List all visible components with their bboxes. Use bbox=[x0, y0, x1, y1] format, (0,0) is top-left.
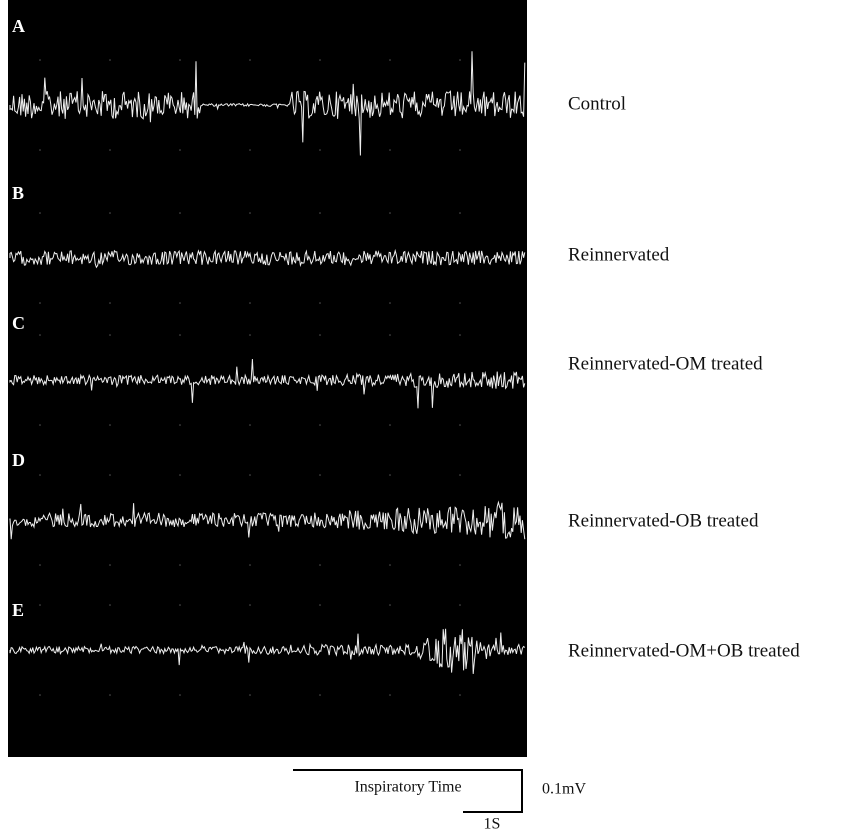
grid-dot bbox=[459, 212, 461, 214]
grid-dot bbox=[109, 604, 111, 606]
grid-dot bbox=[319, 212, 321, 214]
panel-letter: B bbox=[12, 183, 24, 203]
grid-dot bbox=[459, 694, 461, 696]
grid-dot bbox=[39, 59, 41, 61]
time-label: Inspiratory Time bbox=[354, 779, 461, 796]
panel-label: Reinnervated-OB treated bbox=[568, 510, 759, 531]
grid-dot bbox=[249, 694, 251, 696]
grid-dot bbox=[109, 212, 111, 214]
grid-dot bbox=[319, 149, 321, 151]
grid-dot bbox=[389, 212, 391, 214]
panel-letter: D bbox=[12, 450, 25, 470]
grid-dot bbox=[319, 59, 321, 61]
grid-dot bbox=[109, 474, 111, 476]
panel-label: Control bbox=[568, 93, 626, 114]
grid-dot bbox=[39, 149, 41, 151]
panel-label: Reinnervated bbox=[568, 244, 670, 265]
grid-dot bbox=[249, 149, 251, 151]
grid-dot bbox=[249, 474, 251, 476]
grid-dot bbox=[109, 59, 111, 61]
grid-dot bbox=[39, 694, 41, 696]
grid-dot bbox=[179, 59, 181, 61]
grid-dot bbox=[109, 334, 111, 336]
grid-dot bbox=[459, 334, 461, 336]
grid-dot bbox=[389, 424, 391, 426]
grid-dot bbox=[459, 302, 461, 304]
grid-dot bbox=[39, 604, 41, 606]
grid-dot bbox=[459, 59, 461, 61]
grid-dot bbox=[109, 694, 111, 696]
grid-dot bbox=[249, 334, 251, 336]
grid-dot bbox=[179, 334, 181, 336]
grid-dot bbox=[389, 564, 391, 566]
grid-dot bbox=[249, 212, 251, 214]
grid-dot bbox=[319, 564, 321, 566]
grid-dot bbox=[39, 334, 41, 336]
grid-dot bbox=[179, 149, 181, 151]
grid-dot bbox=[109, 302, 111, 304]
grid-dot bbox=[459, 149, 461, 151]
grid-dot bbox=[249, 302, 251, 304]
grid-dot bbox=[319, 604, 321, 606]
grid-dot bbox=[389, 149, 391, 151]
page: {"panels": [ {"letter": "A", "label": "C… bbox=[0, 0, 861, 833]
grid-dot bbox=[39, 212, 41, 214]
panel-label: Reinnervated-OM treated bbox=[568, 353, 763, 374]
grid-dot bbox=[39, 474, 41, 476]
panel-label: Reinnervated-OM+OB treated bbox=[568, 640, 800, 661]
grid-dot bbox=[109, 564, 111, 566]
grid-dot bbox=[179, 694, 181, 696]
panel-letter: E bbox=[12, 600, 24, 620]
grid-dot bbox=[459, 424, 461, 426]
grid-dot bbox=[179, 302, 181, 304]
grid-dot bbox=[179, 604, 181, 606]
grid-dot bbox=[319, 334, 321, 336]
grid-dot bbox=[109, 424, 111, 426]
grid-dot bbox=[39, 564, 41, 566]
panel-letter: A bbox=[12, 16, 25, 36]
grid-dot bbox=[389, 694, 391, 696]
grid-dot bbox=[39, 424, 41, 426]
grid-dot bbox=[319, 474, 321, 476]
grid-dot bbox=[39, 302, 41, 304]
grid-dot bbox=[249, 604, 251, 606]
grid-dot bbox=[389, 334, 391, 336]
grid-dot bbox=[179, 474, 181, 476]
figure: Inspiratory Time 0.1mV 1S A Control B Reinn… bbox=[0, 0, 861, 833]
grid-dot bbox=[389, 59, 391, 61]
grid-dot bbox=[389, 474, 391, 476]
panel-letter: C bbox=[12, 313, 25, 333]
grid-dot bbox=[179, 212, 181, 214]
grid-dot bbox=[459, 604, 461, 606]
grid-dot bbox=[319, 424, 321, 426]
grid-dot bbox=[179, 424, 181, 426]
grid-dot bbox=[389, 302, 391, 304]
grid-dot bbox=[179, 564, 181, 566]
grid-dot bbox=[319, 302, 321, 304]
grid-dot bbox=[249, 564, 251, 566]
grid-dot bbox=[109, 149, 111, 151]
grid-dot bbox=[459, 474, 461, 476]
duration-label: 1S bbox=[484, 816, 501, 833]
grid-dot bbox=[249, 59, 251, 61]
grid-dot bbox=[249, 424, 251, 426]
grid-dot bbox=[319, 694, 321, 696]
grid-dot bbox=[459, 564, 461, 566]
voltage-label: 0.1mV bbox=[542, 781, 586, 798]
grid-dot bbox=[389, 604, 391, 606]
